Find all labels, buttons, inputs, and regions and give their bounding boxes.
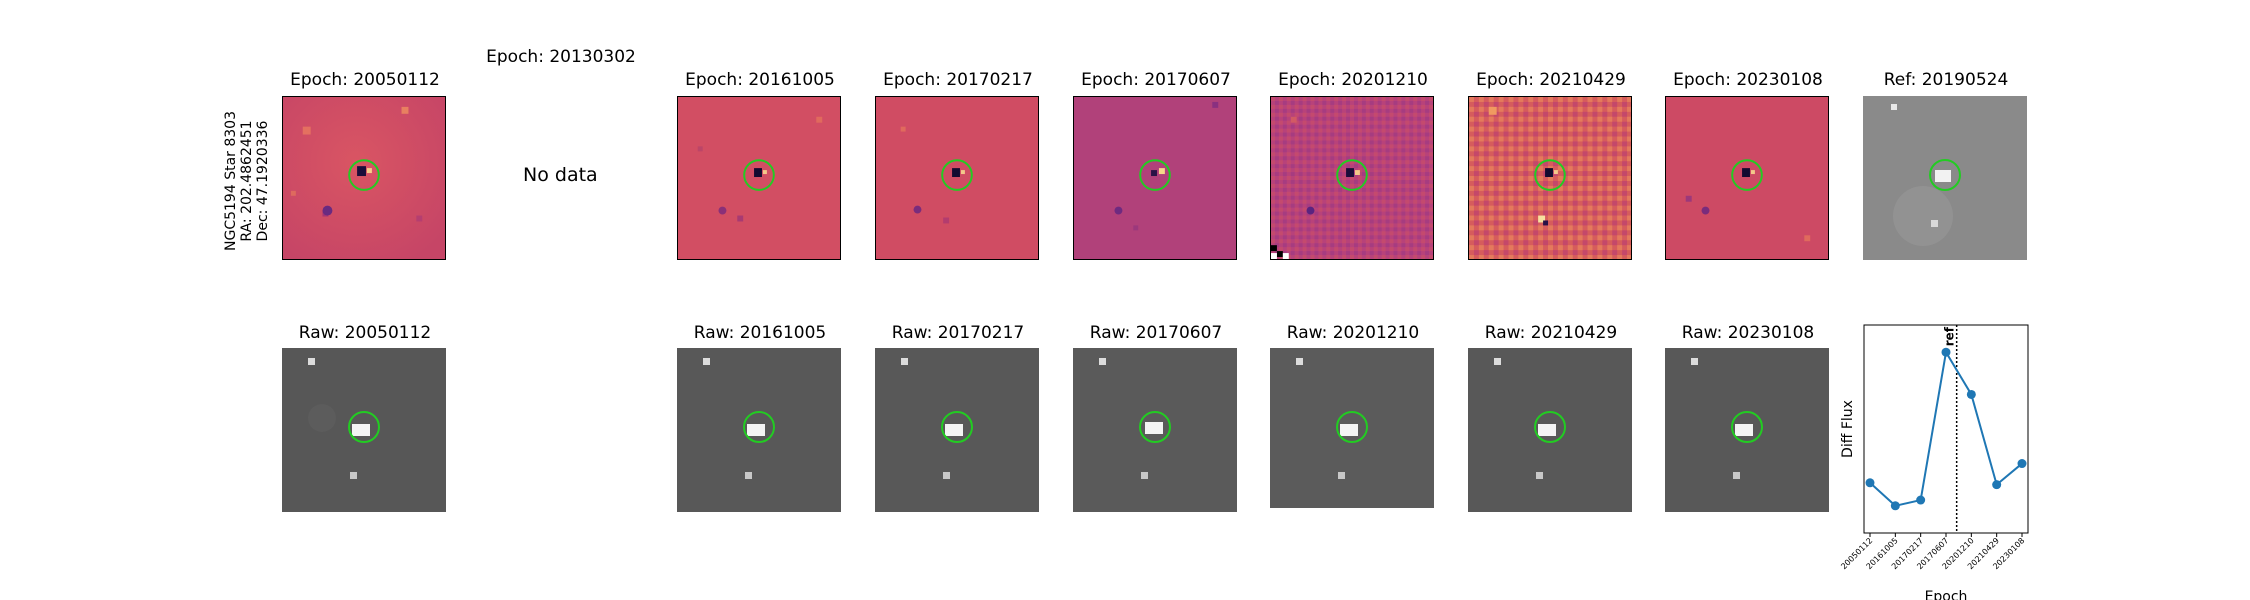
ref-marker-label: ref — [1943, 326, 1957, 346]
x-axis-label: Epoch — [1925, 589, 1968, 600]
ref-title: Ref: 20190524 — [1883, 70, 2009, 90]
raw-title-3: Raw: 20170217 — [891, 323, 1025, 343]
diff-title-3: Epoch: 20161005 — [685, 70, 835, 90]
raw-title-2: Raw: 20161005 — [693, 323, 827, 343]
raw-image-20170607 — [1073, 348, 1237, 512]
data-point — [1916, 495, 1926, 505]
raw-image-20201210 — [1270, 348, 1434, 512]
diff-image-20201210 — [1270, 96, 1434, 260]
raw-title-5: Raw: 20201210 — [1286, 323, 1420, 343]
raw-image-20161005 — [677, 348, 841, 512]
plot-frame — [1863, 324, 2029, 534]
star-name: NGC5194 Star 8303 — [223, 111, 239, 251]
diff-title-6: Epoch: 20201210 — [1278, 70, 1428, 90]
diff-title-4: Epoch: 20170217 — [883, 70, 1033, 90]
raw-title-7: Raw: 20230108 — [1681, 323, 1815, 343]
light-curve-chart: ref 20050112 20161005 20170217 20170607 20201… — [1839, 324, 2029, 600]
raw-title-1: Raw: 20050112 — [298, 323, 432, 343]
star-dec: Dec: 47.1920336 — [255, 120, 271, 242]
raw-title-4: Raw: 20170607 — [1089, 323, 1223, 343]
raw-title-6: Raw: 20210429 — [1484, 323, 1618, 343]
diff-image-20170217 — [875, 96, 1039, 260]
data-point — [1992, 480, 2002, 490]
star-ra: RA: 202.4862451 — [239, 120, 255, 242]
diff-title-5: Epoch: 20170607 — [1081, 70, 1231, 90]
no-data-label: No data — [523, 164, 598, 186]
star-info-label: NGC5194 Star 8303 RA: 202.4862451 Dec: 4… — [223, 108, 271, 254]
diff-title-2: Epoch: 20130302 — [486, 47, 636, 67]
diff-image-20210429 — [1468, 96, 1632, 260]
raw-image-20210429 — [1468, 348, 1632, 512]
diff-image-20170607 — [1073, 96, 1237, 260]
data-point — [1941, 347, 1951, 357]
diff-title-7: Epoch: 20210429 — [1476, 70, 1626, 90]
y-axis-label: Diff Flux — [1840, 400, 1856, 458]
raw-image-20170217 — [875, 348, 1039, 512]
raw-image-20050112 — [282, 348, 446, 512]
diff-title-1: Epoch: 20050112 — [290, 70, 440, 90]
diff-title-8: Epoch: 20230108 — [1673, 70, 1823, 90]
raw-image-20230108 — [1665, 348, 1829, 512]
diff-image-20161005 — [677, 96, 841, 260]
diff-image-20050112 — [282, 96, 446, 260]
data-point — [1890, 501, 1900, 511]
diff-image-20230108 — [1665, 96, 1829, 260]
data-point — [2017, 459, 2027, 469]
reference-image — [1863, 96, 2027, 260]
data-point — [1865, 478, 1875, 488]
light-curve-svg: ref2005011220161005201702172017060720201… — [1839, 324, 2029, 600]
data-point — [1966, 389, 1976, 399]
